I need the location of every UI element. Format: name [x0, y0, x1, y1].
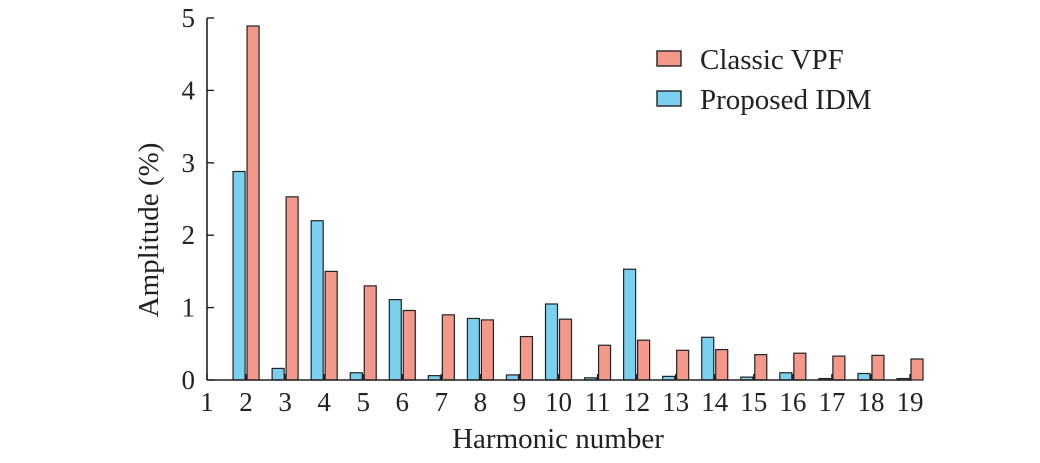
x-tick-label: 6 — [396, 387, 410, 417]
y-axis-label: Amplitude (%) — [133, 143, 165, 318]
bars-layer — [232, 25, 924, 381]
bar-classic-vpf-h19 — [910, 358, 924, 381]
x-axis-label: Harmonic number — [452, 423, 664, 455]
x-tick-label: 12 — [623, 387, 650, 417]
bar-classic-vpf-h11 — [597, 344, 612, 381]
y-tick-label: 3 — [182, 148, 196, 178]
bar-classic-vpf-h10 — [558, 318, 573, 381]
bar-proposed-idm-h14 — [701, 336, 715, 381]
x-tick-label: 4 — [317, 387, 331, 417]
bar-classic-vpf-h17 — [832, 355, 846, 381]
bar-classic-vpf-h2 — [246, 25, 260, 381]
x-tick-label: 8 — [474, 387, 488, 417]
legend: Classic VPF Proposed IDM — [656, 44, 872, 116]
x-tick-label: 18 — [857, 387, 884, 417]
x-tick-label: 1 — [200, 387, 214, 417]
bar-classic-vpf-h7 — [441, 314, 455, 381]
y-tick-label: 5 — [182, 3, 196, 33]
bar-classic-vpf-h13 — [676, 349, 690, 381]
x-tick-label: 17 — [818, 387, 845, 417]
bar-classic-vpf-h4 — [324, 270, 338, 381]
bar-classic-vpf-h5 — [363, 285, 377, 381]
bar-proposed-idm-h2 — [232, 170, 246, 381]
bar-classic-vpf-h8 — [480, 319, 494, 381]
legend-label-classic-vpf: Classic VPF — [700, 44, 844, 76]
x-tick-label: 7 — [435, 387, 449, 417]
x-tick-label: 3 — [278, 387, 292, 417]
x-tick-label: 10 — [545, 387, 572, 417]
x-tick-label: 14 — [701, 387, 729, 417]
x-tick-label: 19 — [897, 387, 924, 417]
bar-classic-vpf-h18 — [871, 354, 885, 381]
bar-proposed-idm-h12 — [623, 268, 637, 381]
y-tick-label: 1 — [182, 293, 196, 323]
x-tick-label: 9 — [513, 387, 527, 417]
bar-proposed-idm-h10 — [544, 303, 559, 381]
bar-proposed-idm-h8 — [466, 317, 480, 381]
legend-label-proposed-idm: Proposed IDM — [700, 84, 872, 116]
bar-proposed-idm-h18 — [857, 372, 871, 381]
bar-classic-vpf-h15 — [754, 354, 768, 381]
y-tick-label: 4 — [182, 75, 196, 105]
legend-swatch-proposed-idm — [656, 90, 682, 107]
bar-proposed-idm-h4 — [310, 220, 324, 381]
x-tick-label: 11 — [585, 387, 611, 417]
bar-classic-vpf-h3 — [285, 196, 299, 381]
legend-swatch-classic-vpf — [656, 50, 682, 67]
x-tick-label: 13 — [662, 387, 689, 417]
x-tick-label: 2 — [239, 387, 253, 417]
bar-classic-vpf-h14 — [715, 348, 729, 381]
x-tick-label: 15 — [740, 387, 767, 417]
bar-proposed-idm-h5 — [349, 372, 363, 381]
bar-classic-vpf-h12 — [637, 339, 651, 381]
bar-proposed-idm-h6 — [388, 299, 402, 381]
y-tick-label: 0 — [182, 365, 196, 395]
x-tick-label: 16 — [779, 387, 806, 417]
axes-layer — [206, 17, 912, 381]
bar-classic-vpf-h9 — [519, 335, 534, 381]
bar-proposed-idm-h16 — [779, 372, 793, 381]
bar-classic-vpf-h16 — [793, 352, 807, 381]
x-tick-label: 5 — [356, 387, 370, 417]
bar-proposed-idm-h3 — [271, 367, 285, 381]
bar-classic-vpf-h6 — [402, 309, 416, 381]
y-tick-label: 2 — [182, 220, 196, 250]
